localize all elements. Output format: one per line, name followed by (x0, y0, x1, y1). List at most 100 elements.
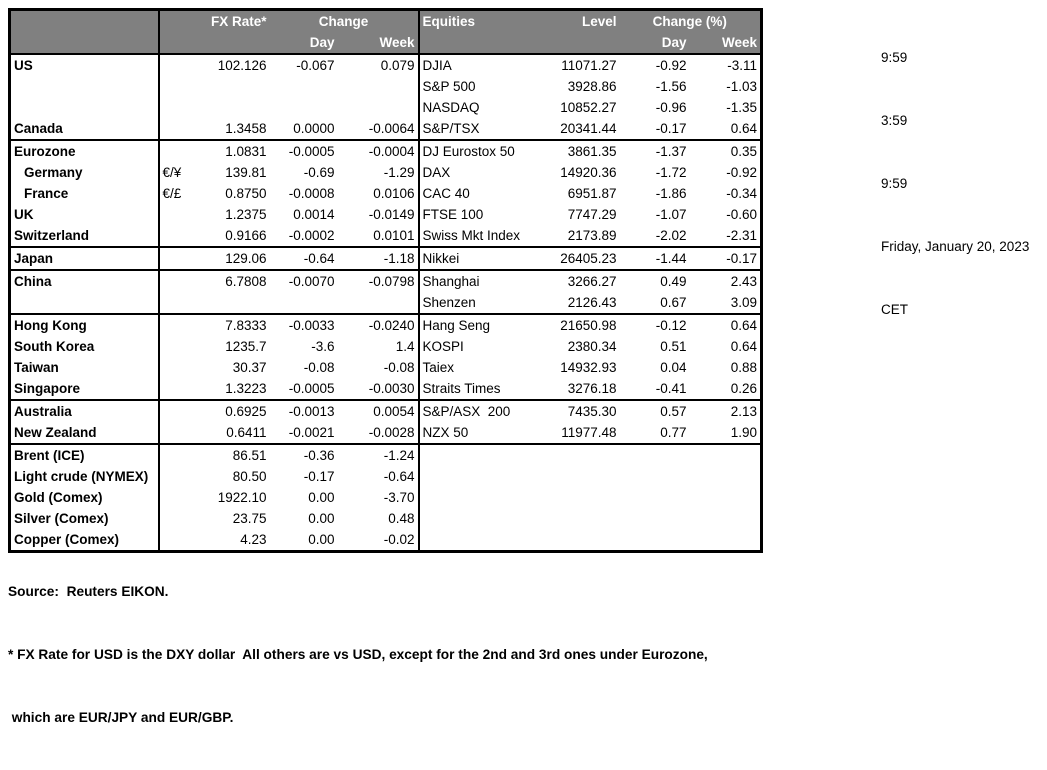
equity-level: 3276.18 (567, 381, 617, 396)
country-label: France (9, 183, 160, 204)
equity-index-name (417, 466, 542, 487)
country-label: UK (9, 204, 160, 225)
fx-day-change (270, 97, 338, 118)
header-equities: Equities (417, 9, 542, 32)
financial-summary-page: FX Rate* Change Equities Level Change (%… (8, 8, 1030, 725)
date-line: Friday, January 20, 2023 (881, 239, 1030, 254)
fx-day-change: -0.0021 (288, 425, 335, 440)
fx-rate-value (194, 97, 270, 118)
table-row: Gold (Comex) 1922.10 0.00 -3.70 (9, 487, 762, 508)
equity-index-name: S&P/TSX (417, 118, 542, 140)
fx-week-change: -0.0798 (337, 269, 419, 292)
fx-week-change: 0.0106 (373, 186, 415, 201)
currency-pair-symbol (158, 399, 194, 422)
equity-week-change: -2.31 (726, 228, 757, 243)
time-line-2: 3:59 (881, 113, 908, 128)
equity-day-change: 0.51 (660, 339, 687, 354)
fx-day-change: -0.36 (269, 443, 338, 466)
fx-day-change: 0.00 (308, 511, 335, 526)
equity-level: 2126.43 (567, 295, 617, 310)
equity-level: 7747.29 (567, 207, 617, 222)
currency-pair-symbol: €/¥ (162, 165, 182, 180)
fx-rate-value: 7.8333 (193, 313, 270, 336)
header-eq-week: Week (689, 32, 762, 55)
fx-rate-value: 1.2375 (225, 207, 267, 222)
fx-rate-value: 129.06 (193, 246, 270, 270)
currency-pair-symbol (158, 443, 194, 466)
country-label: China (9, 269, 160, 292)
equity-week-change (689, 443, 762, 466)
fx-week-change: -0.08 (383, 360, 415, 375)
equity-index-name: S&P/ASX 200 (417, 399, 542, 422)
equity-index-name: DJIA (417, 54, 542, 76)
fx-week-change: -1.29 (383, 165, 415, 180)
equity-level: 6951.87 (567, 186, 617, 201)
header-level: Level (541, 9, 620, 32)
equity-day-change (620, 508, 690, 529)
equity-level: 14932.93 (560, 360, 617, 375)
equity-day-change: -1.86 (655, 186, 687, 201)
fx-rate-value: 86.51 (193, 443, 270, 466)
equity-level: 10852.27 (560, 100, 617, 115)
table-row: UK 1.2375 0.0014 -0.0149 FTSE 100 7747.29 -1.0… (9, 204, 762, 225)
header-blank-1 (9, 32, 160, 55)
fx-day-change: 0.0014 (293, 207, 335, 222)
equity-day-change: -0.96 (655, 100, 687, 115)
equity-index-name: Taiex (417, 357, 542, 378)
equity-week-change: 3.09 (730, 295, 757, 310)
fx-rate-value: 102.126 (217, 58, 267, 73)
fx-day-change: 0.00 (308, 490, 335, 505)
table-row: China 6.7808 -0.0070 -0.0798 Shanghai 3266.27… (9, 269, 762, 292)
table-row: Silver (Comex) 23.75 0.00 0.48 (9, 508, 762, 529)
currency-pair-symbol (159, 487, 194, 508)
equity-level: 11071.27 (561, 58, 617, 73)
currency-pair-symbol (159, 422, 194, 444)
fx-day-change: 0.00 (308, 532, 335, 547)
equity-week-change: -1.35 (726, 100, 757, 115)
equity-week-change: 0.88 (730, 360, 757, 375)
fx-day-change: -3.6 (311, 339, 335, 354)
equity-week-change: 0.64 (689, 313, 762, 336)
table-row: Switzerland 0.9166 -0.0002 0.0101 Swiss Mkt … (9, 225, 762, 247)
fx-rate-value: 1.3458 (225, 121, 267, 136)
equity-day-change: -0.92 (655, 58, 687, 73)
fx-week-change: -3.70 (383, 490, 415, 505)
fx-rate-value: 0.6411 (226, 425, 267, 440)
equity-week-change (690, 466, 762, 487)
equity-week-change: 0.64 (730, 339, 757, 354)
header-fx-rate: FX Rate* (158, 9, 270, 32)
table-header: FX Rate* Change Equities Level Change (%… (9, 9, 762, 55)
equity-day-change (620, 487, 690, 508)
fx-day-change: -0.0033 (269, 313, 338, 336)
equity-day-change (619, 443, 690, 466)
equity-week-change: 2.13 (689, 399, 762, 422)
currency-pair-symbol (159, 97, 194, 118)
fx-day-change: -0.0008 (288, 186, 335, 201)
equity-index-name: DAX (417, 162, 542, 183)
currency-pair-symbol (158, 269, 194, 292)
currency-pair-symbol (159, 204, 194, 225)
fx-week-change (338, 76, 419, 97)
fx-week-change: -0.0240 (337, 313, 419, 336)
fx-rate-value (194, 292, 270, 314)
table-row: Australia 0.6925 -0.0013 0.0054 S&P/ASX 200 7… (9, 399, 762, 422)
fx-rate-value: 0.8750 (225, 186, 267, 201)
fx-week-change: -1.18 (337, 246, 419, 270)
equity-day-change: -0.41 (655, 381, 687, 396)
equity-week-change: -1.03 (726, 79, 757, 94)
country-label: Eurozone (9, 139, 160, 162)
table-row: Taiwan 30.37 -0.08 -0.08 Taiex 14932.93 0.04 0.… (9, 357, 762, 378)
header-fx-change: Change (269, 9, 419, 32)
footnotes: Source: Reuters EIKON. * FX Rate for USD… (8, 539, 708, 770)
fx-week-change: -0.02 (383, 532, 415, 547)
equity-week-change: -0.60 (726, 207, 757, 222)
currency-pair-symbol (159, 378, 194, 400)
fx-rate-value: 6.7808 (193, 269, 270, 292)
equity-level (542, 508, 620, 529)
fx-day-change (270, 76, 338, 97)
currency-pair-symbol: €/£ (162, 186, 182, 201)
fx-day-change: 0.0000 (293, 121, 335, 136)
equity-level: 2380.34 (567, 339, 617, 354)
header-fx-day: Day (269, 32, 338, 55)
equity-day-change: -1.07 (655, 207, 687, 222)
